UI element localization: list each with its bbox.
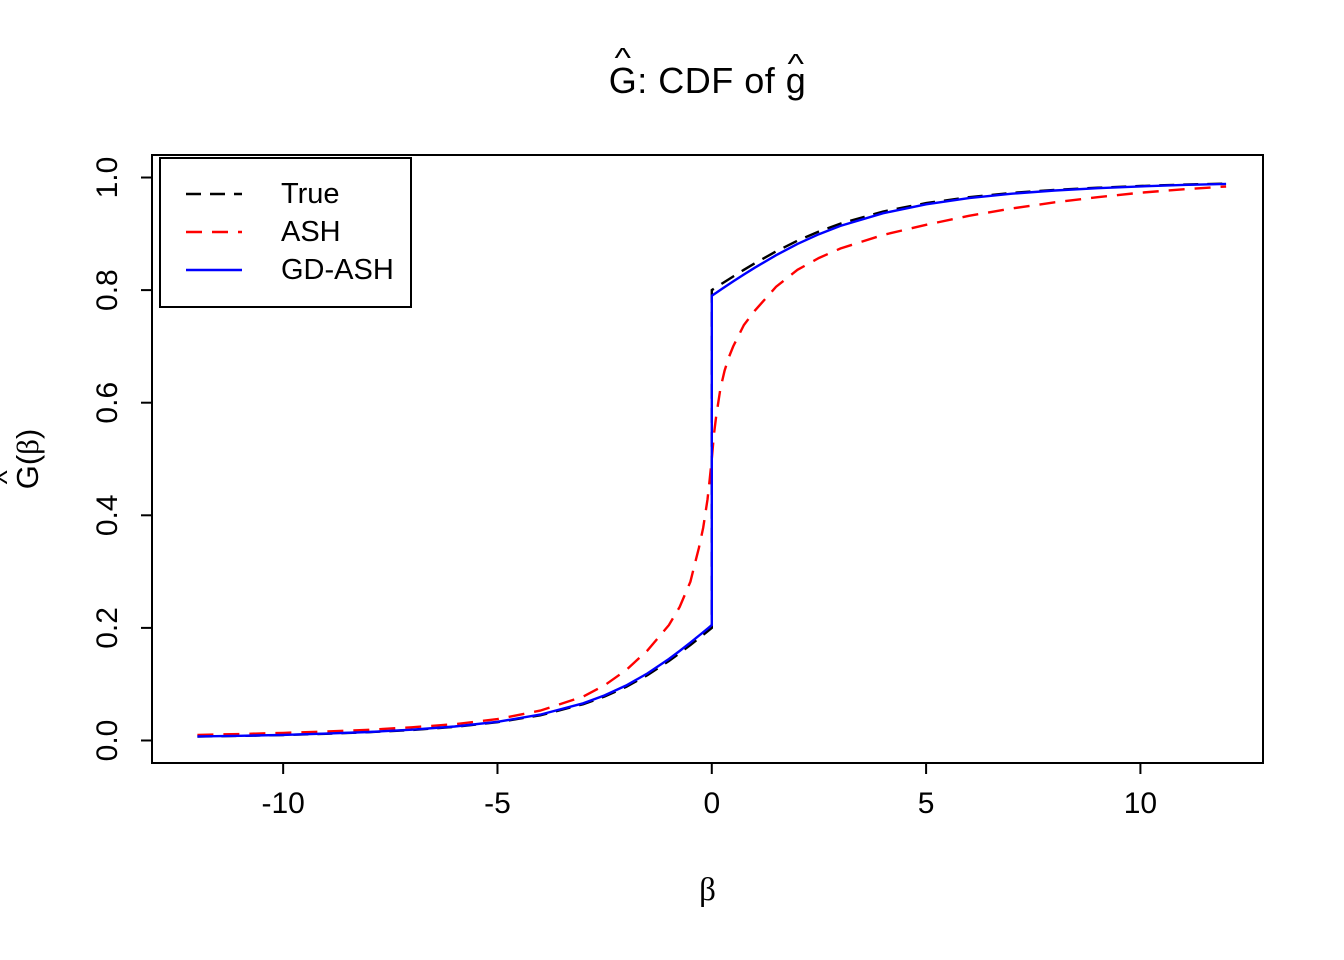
beta-symbol: β <box>10 439 45 455</box>
legend-line-sample-ash <box>186 230 242 234</box>
x-tick-label: -10 <box>261 787 304 820</box>
hat-accent: ^ <box>614 42 632 74</box>
legend-item-gd-ash: GD-ASH <box>161 251 410 289</box>
y-tick-label: 0.4 <box>91 494 124 536</box>
legend-label: ASH <box>281 215 341 248</box>
y-tick-label: 1.0 <box>91 157 124 199</box>
title-g-lower: g <box>785 60 807 101</box>
x-tick-label: -5 <box>484 787 511 820</box>
y-tick-label: 0.6 <box>91 382 124 424</box>
hat-accent: ^ <box>0 470 21 484</box>
hat-accent: ^ <box>787 48 805 80</box>
series-line-gd-ash <box>197 182 1227 738</box>
x-tick-label: 10 <box>1124 787 1157 820</box>
chart-title: ^ G: CDF of ^ g <box>152 44 1263 102</box>
y-axis-label: ^G(β) <box>0 429 46 490</box>
series-line-ash <box>197 185 1227 737</box>
y-tick-label: 0.0 <box>91 720 124 762</box>
title-text: : CDF of <box>637 60 786 101</box>
legend-item-true: True <box>161 175 410 213</box>
g-hat-axis: ^G <box>0 465 46 489</box>
legend: True ASH GD-ASH <box>159 157 412 308</box>
x-axis-label: β <box>152 872 1263 909</box>
g-hat-upper: ^ G <box>608 44 638 102</box>
g-hat-lower: ^ g <box>785 50 807 102</box>
y-tick-label: 0.2 <box>91 607 124 649</box>
legend-item-ash: ASH <box>161 213 410 251</box>
title-g: G <box>608 60 638 101</box>
legend-label: True <box>281 177 340 210</box>
legend-line-sample-gd-ash <box>186 268 242 272</box>
plot-border <box>151 154 1264 764</box>
legend-line-sample-true <box>186 192 242 196</box>
x-tick-label: 5 <box>918 787 935 820</box>
legend-label: GD-ASH <box>281 253 394 286</box>
x-tick-label: 0 <box>703 787 720 820</box>
y-tick-label: 0.8 <box>91 269 124 311</box>
beta-symbol: β <box>699 872 716 908</box>
